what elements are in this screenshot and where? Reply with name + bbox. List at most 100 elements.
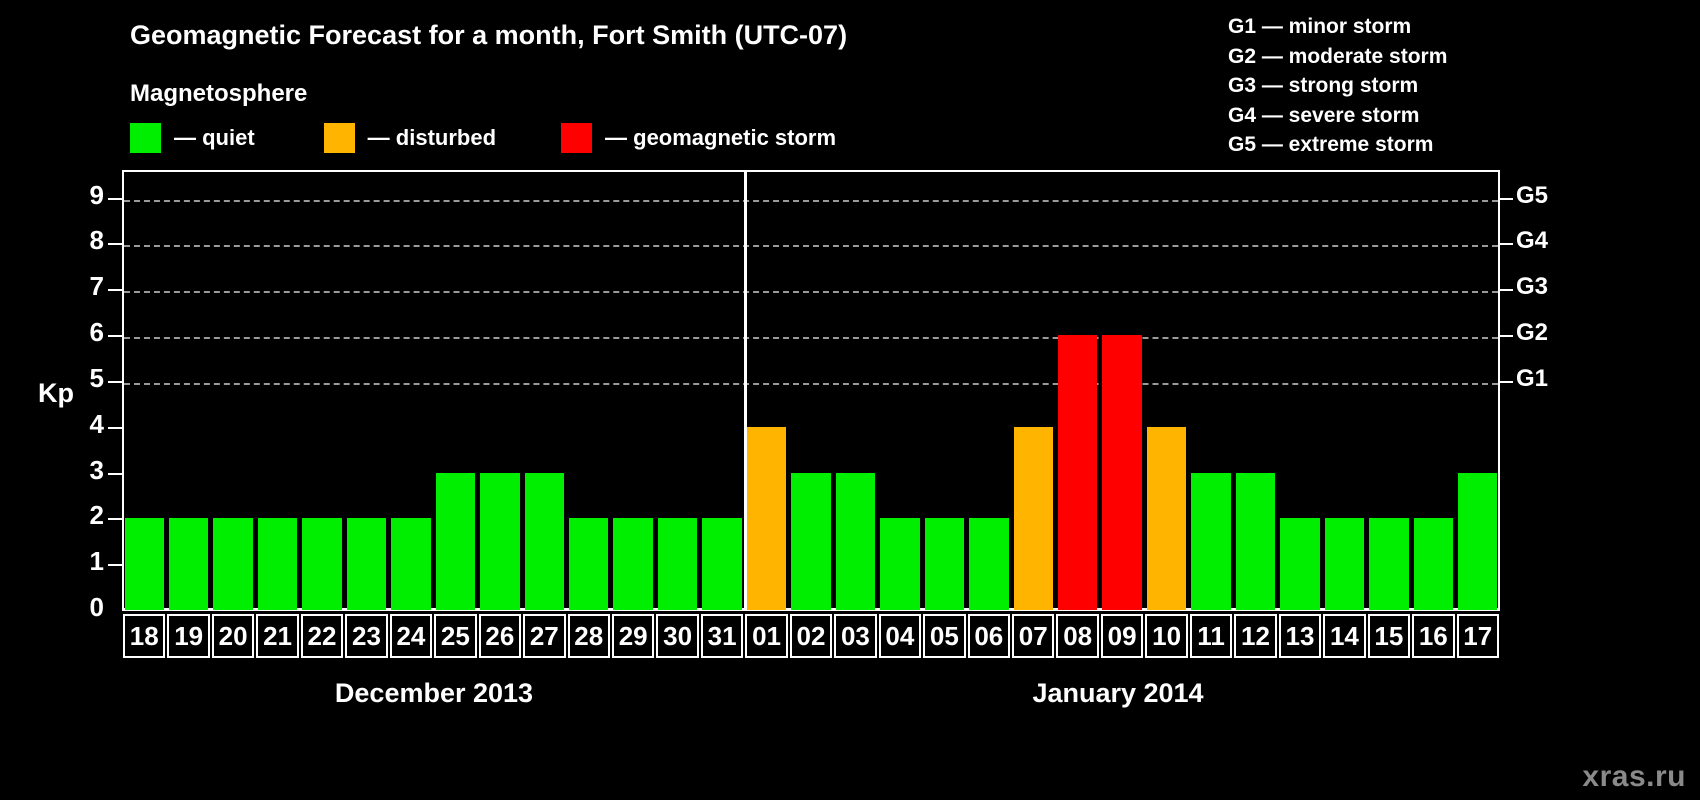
bar[interactable] bbox=[835, 472, 876, 610]
date-label[interactable]: 10 bbox=[1145, 614, 1188, 658]
date-label[interactable]: 26 bbox=[478, 614, 522, 658]
g-scale-row: G1 — minor storm bbox=[1228, 15, 1412, 38]
y-tick-label: 2 bbox=[89, 500, 104, 531]
bar[interactable] bbox=[435, 472, 476, 610]
y-tick-mark bbox=[108, 426, 122, 429]
date-label[interactable]: 29 bbox=[611, 614, 655, 658]
g-tick-mark bbox=[1500, 197, 1513, 200]
date-label[interactable]: 21 bbox=[256, 614, 299, 658]
legend-label: — quiet bbox=[174, 125, 255, 150]
page-title: Geomagnetic Forecast for a month, Fort S… bbox=[130, 20, 848, 50]
bar[interactable] bbox=[391, 518, 431, 610]
bar[interactable] bbox=[1191, 472, 1231, 610]
bar[interactable] bbox=[257, 518, 298, 610]
date-label[interactable]: 02 bbox=[789, 614, 833, 658]
bar[interactable] bbox=[302, 518, 342, 610]
bar[interactable] bbox=[1146, 426, 1187, 610]
date-label[interactable]: 03 bbox=[834, 614, 877, 658]
bar[interactable] bbox=[1057, 335, 1098, 610]
y-tick-mark bbox=[108, 243, 122, 246]
g-tick-label: G4 bbox=[1516, 227, 1549, 255]
y-tick-label: 0 bbox=[89, 592, 104, 622]
date-label[interactable]: 09 bbox=[1100, 614, 1144, 658]
g-scale-row: G4 — severe storm bbox=[1228, 103, 1420, 127]
date-label[interactable]: 04 bbox=[878, 614, 922, 658]
bar[interactable] bbox=[880, 518, 920, 610]
date-label[interactable]: 19 bbox=[167, 614, 210, 658]
date-label[interactable]: 20 bbox=[211, 614, 255, 658]
y-tick-label: 5 bbox=[89, 362, 104, 393]
date-label[interactable]: 30 bbox=[656, 614, 699, 658]
date-label[interactable]: 27 bbox=[523, 614, 566, 658]
y-tick-label: 7 bbox=[89, 271, 104, 302]
bar[interactable] bbox=[791, 472, 831, 610]
date-label[interactable]: 22 bbox=[300, 614, 344, 658]
y-tick-mark bbox=[108, 289, 122, 292]
bar[interactable] bbox=[1102, 335, 1142, 610]
bar[interactable] bbox=[746, 426, 787, 610]
bar[interactable] bbox=[1413, 518, 1454, 610]
bar[interactable] bbox=[657, 518, 698, 610]
quiet-swatch bbox=[130, 123, 161, 153]
gridline bbox=[124, 337, 1498, 339]
g-tick-label: G5 bbox=[1516, 181, 1549, 209]
date-label[interactable]: 25 bbox=[434, 614, 477, 658]
legend-entry: — quiet bbox=[130, 123, 255, 153]
g-scale-row: G2 — moderate storm bbox=[1228, 44, 1448, 68]
bar[interactable] bbox=[1369, 518, 1409, 610]
gridline bbox=[124, 245, 1498, 248]
legend-label: — disturbed bbox=[367, 125, 497, 150]
bars-layer bbox=[122, 170, 1500, 610]
bar[interactable] bbox=[168, 518, 209, 610]
bar[interactable] bbox=[524, 472, 564, 610]
date-label[interactable]: 06 bbox=[967, 614, 1011, 658]
bar[interactable] bbox=[1280, 518, 1320, 610]
bar[interactable] bbox=[1013, 426, 1053, 610]
date-label[interactable]: 18 bbox=[123, 614, 166, 658]
g-scale-legend: G1 — minor storm G2 — moderate storm G3 — … bbox=[1228, 12, 1447, 160]
g-tick-mark bbox=[1500, 335, 1513, 337]
date-label[interactable]: 16 bbox=[1412, 614, 1455, 658]
legend-entry: — geomagnetic storm bbox=[561, 123, 836, 153]
bar[interactable] bbox=[346, 518, 387, 610]
date-label[interactable]: 24 bbox=[389, 614, 433, 658]
bar[interactable] bbox=[569, 518, 609, 610]
date-label[interactable]: 28 bbox=[567, 614, 610, 658]
y-axis-title: Kp bbox=[38, 378, 74, 408]
date-label[interactable]: 15 bbox=[1367, 614, 1411, 658]
bar[interactable] bbox=[969, 518, 1009, 610]
date-label[interactable]: 08 bbox=[1056, 614, 1099, 658]
date-label[interactable]: 23 bbox=[345, 614, 388, 658]
magnetosphere-label: Magnetosphere bbox=[130, 80, 308, 107]
bar[interactable] bbox=[1458, 472, 1498, 610]
date-label[interactable]: 11 bbox=[1189, 614, 1233, 658]
y-tick-mark bbox=[108, 380, 122, 383]
y-tick-label: 6 bbox=[89, 317, 104, 347]
bar[interactable] bbox=[1324, 518, 1365, 610]
y-tick-label: 3 bbox=[89, 454, 104, 485]
legend-label: — geomagnetic storm bbox=[605, 125, 837, 150]
gridline bbox=[124, 291, 1498, 294]
date-label[interactable]: 07 bbox=[1012, 614, 1055, 658]
bar[interactable] bbox=[613, 518, 653, 610]
date-label[interactable]: 17 bbox=[1456, 614, 1499, 658]
date-label[interactable]: 13 bbox=[1278, 614, 1322, 658]
bar[interactable] bbox=[213, 518, 253, 610]
bar[interactable] bbox=[1235, 472, 1276, 610]
g-tick-mark bbox=[1500, 243, 1513, 246]
bar[interactable] bbox=[124, 518, 164, 610]
date-label[interactable]: 12 bbox=[1234, 614, 1277, 658]
g-tick-label: G1 bbox=[1516, 364, 1549, 392]
date-label[interactable]: 01 bbox=[745, 614, 788, 658]
color-legend: — quiet — disturbed — geomagnetic storm bbox=[130, 123, 836, 153]
y-tick-mark bbox=[108, 564, 122, 567]
legend-entry: — disturbed bbox=[323, 123, 497, 153]
g-tick-mark bbox=[1500, 289, 1513, 292]
date-label[interactable]: 05 bbox=[923, 614, 966, 658]
bar[interactable] bbox=[480, 472, 520, 610]
bar[interactable] bbox=[924, 518, 965, 610]
date-label[interactable]: 14 bbox=[1323, 614, 1366, 658]
bar[interactable] bbox=[702, 518, 742, 610]
date-label[interactable]: 31 bbox=[700, 614, 744, 658]
